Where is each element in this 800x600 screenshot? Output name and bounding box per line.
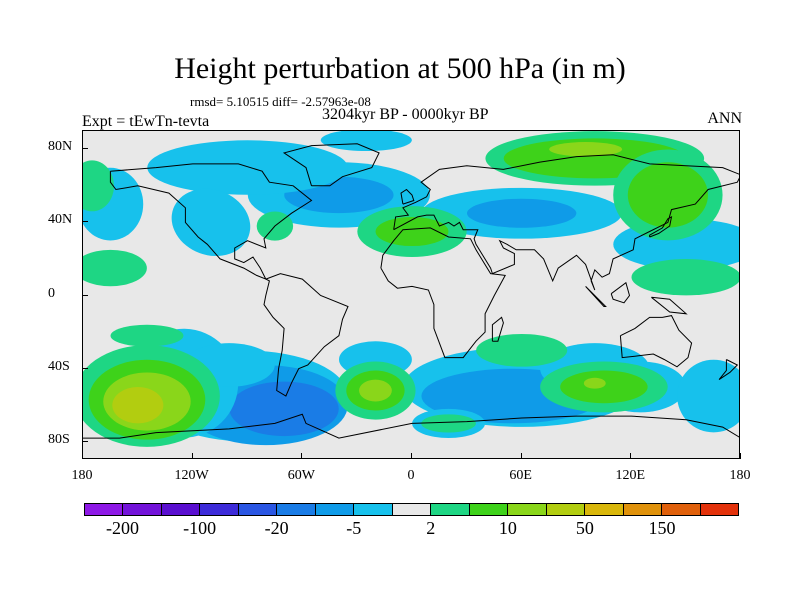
lon-tick-label: 180 xyxy=(729,468,751,483)
lon-tick xyxy=(301,453,303,459)
lon-tick-label: 120E xyxy=(615,468,646,483)
colorbar-swatch xyxy=(623,503,663,516)
lon-tick-label: 60E xyxy=(509,468,532,483)
colorbar-swatch xyxy=(585,503,624,516)
coastline xyxy=(491,316,504,342)
colorbar-swatch xyxy=(508,503,547,516)
lon-tick xyxy=(82,453,83,459)
coastline xyxy=(400,188,415,205)
coastline xyxy=(651,296,688,315)
coastline xyxy=(649,215,673,238)
coastline xyxy=(393,154,739,291)
colorbar-label: 50 xyxy=(575,518,594,538)
contour-region xyxy=(229,381,339,437)
lon-tick xyxy=(630,453,632,459)
contour-region xyxy=(677,359,739,433)
lon-tick-label: 120W xyxy=(174,468,209,483)
colorbar-label: -100 xyxy=(183,518,217,538)
contour-region xyxy=(147,140,348,195)
coastline xyxy=(380,227,506,359)
coastline-layer xyxy=(83,143,739,439)
coastline xyxy=(83,413,739,439)
coastline xyxy=(263,273,349,397)
colorbar-swatch xyxy=(431,503,470,516)
lat-tick-label: 40S xyxy=(48,358,70,374)
contour-region xyxy=(627,162,708,228)
colorbar-swatch xyxy=(123,503,162,516)
coastline xyxy=(610,281,631,304)
experiment-label: Expt = tEwTn-tevta xyxy=(82,113,210,130)
colorbar-swatch xyxy=(469,503,509,516)
contour-region xyxy=(83,160,114,212)
coastline xyxy=(282,143,380,187)
lat-tick-label: 0 xyxy=(48,285,55,301)
colorbar-label: -5 xyxy=(346,518,362,538)
contour-region xyxy=(467,198,577,228)
contour-region xyxy=(421,414,476,433)
lat-tick xyxy=(82,440,88,442)
contour-region xyxy=(171,188,251,257)
contour-region xyxy=(83,249,147,287)
time-range-subtitle: 3204kyr BP - 0000kyr BP xyxy=(322,106,489,123)
contour-region xyxy=(560,370,648,404)
lon-tick-label: 60W xyxy=(287,468,315,483)
lon-tick-label: 180 xyxy=(71,468,93,483)
lat-tick-label: 80S xyxy=(48,431,70,447)
colorbar-label: -200 xyxy=(106,518,140,538)
coastline xyxy=(109,163,313,281)
contour-region xyxy=(375,216,449,247)
statistics-text: rmsd= 5.10515 diff= -2.57963e-08 xyxy=(190,94,371,109)
colorbar-swatch xyxy=(238,503,278,516)
contour-map xyxy=(83,131,739,458)
coastline xyxy=(619,315,693,368)
contour-region xyxy=(631,259,739,296)
colorbar-label: -20 xyxy=(264,518,289,538)
lon-tick-label: 0 xyxy=(407,468,415,483)
colorbar-swatch xyxy=(354,503,393,516)
contour-region xyxy=(549,142,623,157)
lon-tick xyxy=(411,453,412,459)
coastline xyxy=(585,286,607,307)
colorbar-swatch xyxy=(84,503,124,516)
colorbar-swatch xyxy=(277,503,316,516)
lat-tick xyxy=(82,221,88,223)
lat-tick xyxy=(82,148,88,150)
lat-tick xyxy=(82,294,88,296)
contour-region xyxy=(320,131,412,152)
coastline xyxy=(718,359,739,381)
colorbar-swatch xyxy=(546,503,586,516)
contour-region xyxy=(112,387,164,424)
colorbar-label: 2 xyxy=(426,518,436,538)
map-title: Height perturbation at 500 hPa (in m) xyxy=(174,52,626,85)
colorbar-swatch xyxy=(315,503,355,516)
colorbar-swatch xyxy=(161,503,201,516)
season-label: ANN xyxy=(707,110,742,127)
lat-tick-label: 80N xyxy=(48,139,73,155)
lat-tick xyxy=(82,367,88,369)
lon-tick xyxy=(520,453,522,459)
contour-region xyxy=(110,324,184,347)
colorbar-swatch xyxy=(392,503,432,516)
lat-tick-label: 40N xyxy=(48,212,73,228)
colorbar-swatch xyxy=(662,503,701,516)
colorbar-label: 150 xyxy=(648,518,676,538)
lon-tick xyxy=(740,453,741,459)
colorbar-swatch xyxy=(200,503,239,516)
lon-tick xyxy=(191,453,193,459)
colorbar xyxy=(84,503,739,516)
contour-fill-layer xyxy=(83,131,739,447)
map-plot-area xyxy=(82,130,740,459)
contour-region xyxy=(359,379,392,402)
colorbar-label: 10 xyxy=(498,518,517,538)
colorbar-swatch xyxy=(700,503,739,516)
contour-region xyxy=(476,333,568,367)
contour-region xyxy=(583,377,606,389)
